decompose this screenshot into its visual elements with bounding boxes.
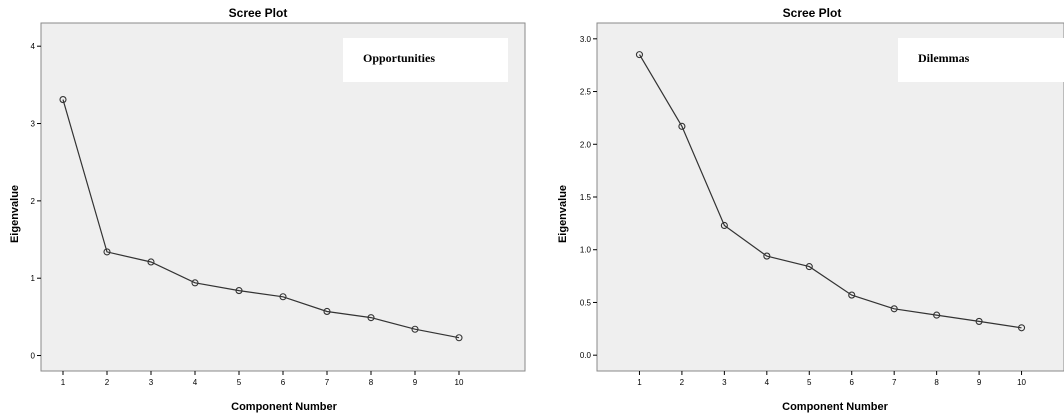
data-point bbox=[890, 305, 898, 313]
data-point bbox=[147, 258, 155, 266]
data-point bbox=[720, 221, 728, 230]
chart-title: Scree Plot bbox=[229, 6, 288, 20]
x-tick-label: 8 bbox=[369, 378, 374, 387]
y-tick-label: 3.0 bbox=[580, 35, 592, 44]
x-axis-label: Component Number bbox=[231, 401, 337, 413]
series-line bbox=[638, 54, 1022, 329]
annotation-box bbox=[898, 38, 1064, 82]
x-tick-label: 5 bbox=[807, 378, 812, 387]
chart-title: Scree Plot bbox=[783, 6, 842, 20]
data-point bbox=[367, 314, 375, 322]
x-tick-label: 4 bbox=[765, 378, 770, 387]
y-tick-label: 1.5 bbox=[580, 193, 592, 202]
x-tick-label: 1 bbox=[61, 378, 66, 387]
data-point bbox=[103, 248, 111, 256]
annotation-label: Dilemmas bbox=[918, 51, 970, 65]
x-axis-label: Component Number bbox=[782, 401, 888, 413]
data-point bbox=[235, 287, 243, 295]
annotation-label: Opportunities bbox=[363, 51, 435, 65]
y-tick-label: 0.0 bbox=[580, 351, 592, 360]
data-point bbox=[279, 293, 287, 301]
x-tick-label: 6 bbox=[281, 378, 286, 387]
data-point bbox=[848, 291, 856, 299]
scree-plot-1: Scree Plot 0 1 2 3 4 1 2 3 4 5 6 7 8 9 10 Component Numb… bbox=[9, 6, 526, 413]
annotation-box bbox=[343, 38, 508, 82]
scree-plot-2: Scree Plot 0.0 0.5 1.0 1.5 2.0 2.5 3.0 1 2 3 4 5 6 7 8 9… bbox=[557, 6, 1064, 413]
x-tick-label: 8 bbox=[934, 378, 939, 387]
data-point bbox=[455, 334, 463, 342]
x-tick-label: 4 bbox=[193, 378, 198, 387]
data-point bbox=[323, 307, 331, 316]
x-tick-label: 1 bbox=[637, 378, 642, 387]
y-tick-label: 3 bbox=[31, 120, 36, 129]
y-tick-label: 4 bbox=[31, 42, 36, 51]
data-point bbox=[635, 51, 644, 59]
data-point bbox=[1017, 324, 1026, 332]
x-tick-label: 3 bbox=[722, 378, 727, 387]
series-line bbox=[62, 99, 460, 339]
y-tick-label: 2.0 bbox=[580, 140, 592, 149]
data-point bbox=[763, 252, 771, 260]
x-tick-label: 2 bbox=[105, 378, 110, 387]
x-tick-label: 3 bbox=[149, 378, 154, 387]
data-point bbox=[975, 317, 983, 325]
y-tick-label: 1.0 bbox=[580, 246, 592, 255]
y-tick-label: 2.5 bbox=[580, 88, 592, 97]
data-point bbox=[933, 311, 941, 319]
data-point bbox=[678, 122, 686, 130]
y-axis-label: Eigenvalue bbox=[9, 185, 21, 243]
y-axis-label: Eigenvalue bbox=[557, 185, 569, 243]
y-tick-label: 0.5 bbox=[580, 298, 592, 307]
x-tick-label: 9 bbox=[977, 378, 982, 387]
y-tick-label: 0 bbox=[31, 352, 36, 361]
data-point bbox=[191, 279, 199, 287]
data-point bbox=[805, 263, 813, 271]
data-point bbox=[411, 325, 419, 333]
data-point bbox=[59, 96, 67, 104]
x-tick-label: 6 bbox=[850, 378, 855, 387]
x-tick-label: 9 bbox=[413, 378, 418, 387]
y-tick-label: 1 bbox=[31, 274, 36, 283]
x-tick-label: 10 bbox=[455, 378, 464, 387]
y-tick-label: 2 bbox=[31, 197, 36, 206]
x-tick-label: 2 bbox=[680, 378, 685, 387]
x-tick-label: 7 bbox=[892, 378, 897, 387]
x-tick-label: 7 bbox=[325, 378, 330, 387]
x-tick-label: 10 bbox=[1017, 378, 1026, 387]
x-tick-label: 5 bbox=[237, 378, 242, 387]
